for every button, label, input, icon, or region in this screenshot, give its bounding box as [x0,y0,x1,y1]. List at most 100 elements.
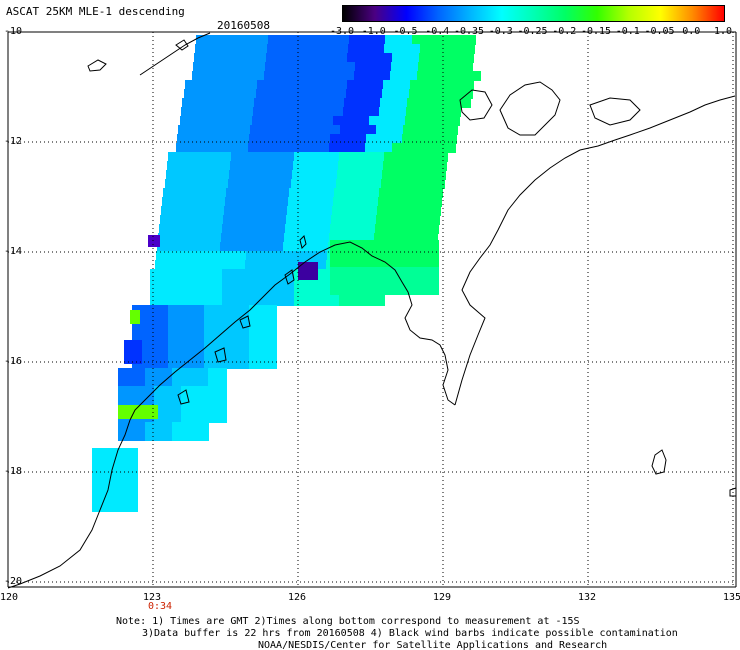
swath-cell [186,332,196,342]
swath-cell [230,53,240,63]
swath-cell [266,143,276,153]
swath-cell [239,53,249,63]
swath-cell [119,448,129,458]
swath-cell [294,224,304,234]
swath-cell [136,422,146,432]
swath-cell [320,143,330,153]
swath-cell [343,188,353,198]
swath-cell [192,71,202,81]
swath-cell [418,170,428,180]
swath-cell [403,215,413,225]
swath-cell [332,206,342,216]
swath-cell [307,107,317,117]
swath-cell [213,341,223,351]
swath-cell [181,395,191,405]
swath-cell [186,359,196,369]
swath-cell [240,305,250,315]
swath-cell [223,125,233,135]
swath-cell [265,62,275,72]
swath-cell [255,251,265,261]
swath-cell [213,152,223,162]
swath-cell [233,206,243,216]
swath-cell [312,278,322,288]
kimberley-coastline [129,241,456,421]
swath-cell [136,431,146,441]
swath-cell [471,71,481,81]
swath-cell [220,89,230,99]
swath-cell [226,188,236,198]
swath-cell [217,368,227,378]
swath-cell [419,161,429,171]
swath-cell [437,161,447,171]
swath-cell [316,107,326,117]
swath-cell [402,44,412,54]
swath-cell [127,395,137,405]
swath-cell [210,71,220,81]
swath-cell [228,71,238,81]
swath-cell [383,143,393,153]
swath-cell [186,269,196,279]
swath-cell [274,242,284,252]
swath-cell [297,116,307,126]
swath-cell [231,134,241,144]
swath-cell [199,413,209,423]
swath-cell [398,98,408,108]
swath-cell [313,35,323,45]
swath-cell [177,332,187,342]
swath-cell [331,215,341,225]
swath-cell [349,35,359,45]
swath-cell [339,134,349,144]
swath-cell [145,431,155,441]
swath-cell [294,296,304,306]
swath-cell [101,457,111,467]
swath-cell [352,107,362,117]
swath-cell [240,278,250,288]
swath-cell [258,332,268,342]
swath-cell [388,107,398,117]
swath-cell [213,278,223,288]
swath-cell [154,404,164,414]
swath-cell [330,296,340,306]
swath-cell [351,197,361,207]
swath-cell [195,341,205,351]
swath-cell [337,170,347,180]
swath-cell [465,44,475,54]
swath-cell [424,107,434,117]
swath-cell [118,405,158,419]
swath-cell [214,215,224,225]
swath-cell [338,80,348,90]
swath-cell [365,80,375,90]
swath-cell [320,161,330,171]
swath-cell [443,98,453,108]
swath-cell [366,267,376,277]
swath-cell [231,269,241,279]
swath-cell [172,386,182,396]
swath-cell [427,89,437,99]
swath-cell [285,152,295,162]
swath-cell [279,197,289,207]
swath-cell [280,188,290,198]
swath-cell [395,206,405,216]
swath-cell [271,107,281,117]
swath-cell [365,53,375,63]
swath-cell [124,340,142,364]
swath-cell [177,359,187,369]
swath-cell [366,44,376,54]
swath-cell [348,44,358,54]
longitude-label: 126 [288,592,307,603]
swath-cell [339,44,349,54]
swath-cell [283,89,293,99]
swath-cell [270,197,280,207]
swath-cell [294,287,304,297]
swath-cell [204,287,214,297]
swath-cell [420,249,430,259]
swath-cell [285,224,295,234]
swath-cell [249,287,259,297]
swath-cell [249,44,259,54]
swath-cell [438,134,448,144]
swath-cell [258,44,268,54]
swath-cell [375,296,385,306]
swath-cell [267,152,277,162]
swath-cell [232,215,242,225]
swath-cell [181,107,191,117]
